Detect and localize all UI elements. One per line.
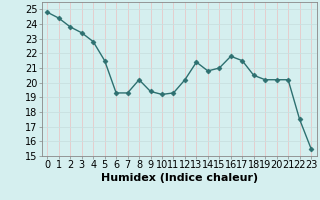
X-axis label: Humidex (Indice chaleur): Humidex (Indice chaleur) — [100, 173, 258, 183]
